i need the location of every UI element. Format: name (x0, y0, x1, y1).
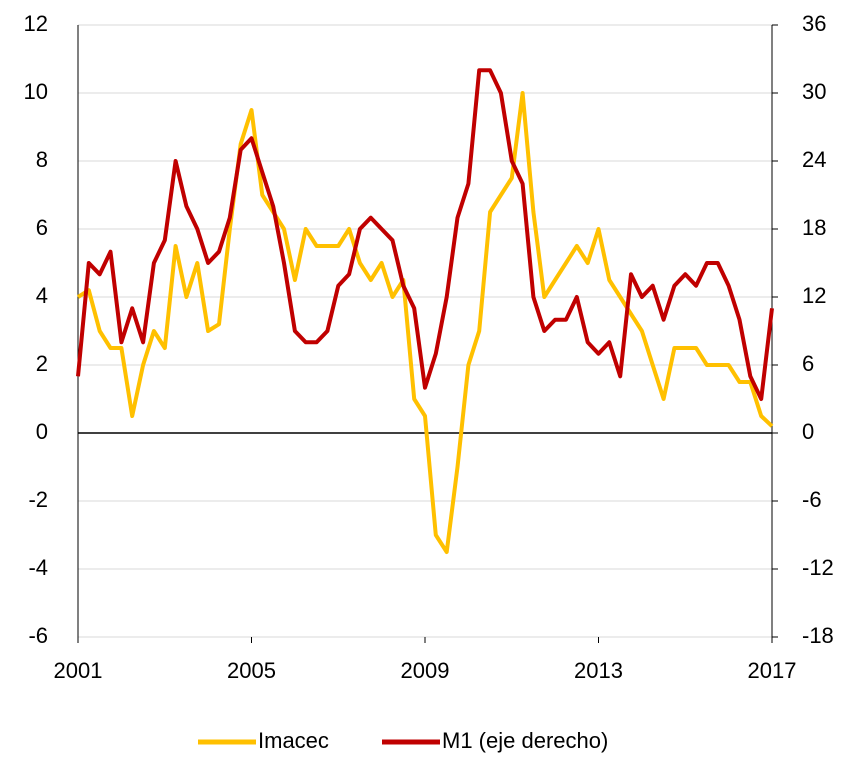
x-tick-label: 2009 (401, 658, 450, 683)
y2-tick-label: -12 (802, 555, 834, 580)
y-tick-label: 12 (24, 11, 48, 36)
x-tick-label: 2013 (574, 658, 623, 683)
y-tick-label: 4 (36, 283, 48, 308)
y-tick-label: -4 (28, 555, 48, 580)
y-tick-label: 0 (36, 419, 48, 444)
x-tick-label: 2001 (54, 658, 103, 683)
y2-tick-label: -6 (802, 487, 822, 512)
legend-label: M1 (eje derecho) (442, 728, 608, 753)
y2-tick-label: 12 (802, 283, 826, 308)
series-line (76, 68, 774, 401)
x-tick-label: 2017 (748, 658, 797, 683)
y-tick-label: 8 (36, 147, 48, 172)
y2-tick-label: 36 (802, 11, 826, 36)
y-tick-label: -2 (28, 487, 48, 512)
y-tick-label: -6 (28, 623, 48, 648)
y2-tick-label: 30 (802, 79, 826, 104)
y2-tick-label: 0 (802, 419, 814, 444)
y-tick-label: 6 (36, 215, 48, 240)
y2-tick-label: -18 (802, 623, 834, 648)
x-tick-label: 2005 (227, 658, 276, 683)
y2-tick-label: 24 (802, 147, 826, 172)
y-tick-label: 2 (36, 351, 48, 376)
y2-tick-label: 18 (802, 215, 826, 240)
y-tick-label: 10 (24, 79, 48, 104)
series-line (76, 91, 774, 554)
y2-tick-label: 6 (802, 351, 814, 376)
legend-label: Imacec (258, 728, 329, 753)
